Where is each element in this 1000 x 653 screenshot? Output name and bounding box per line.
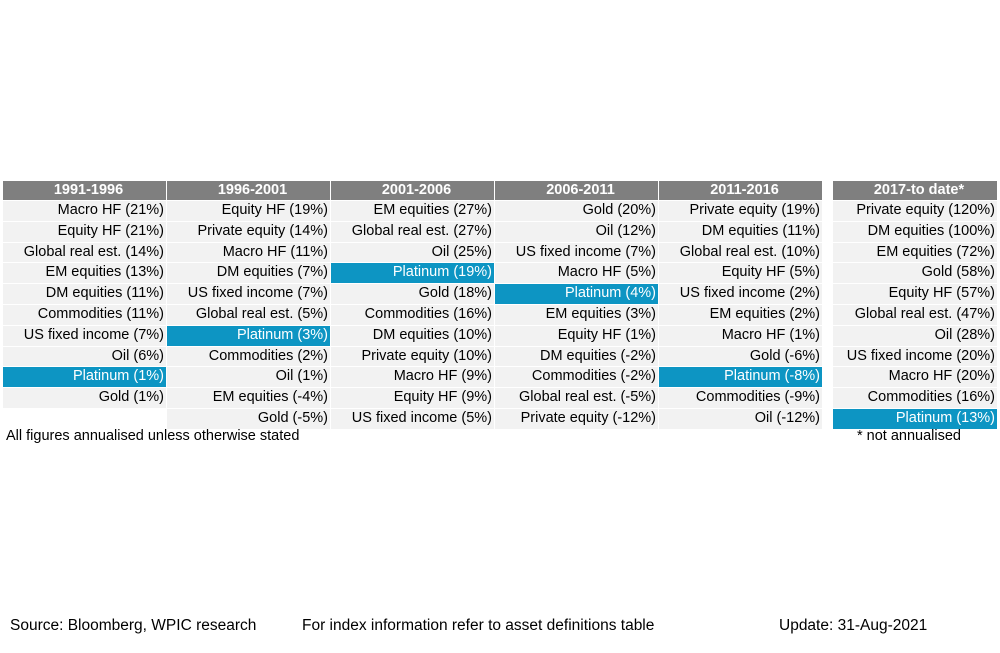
table-cell: US fixed income (7%) xyxy=(3,325,166,346)
table-cell: EM equities (-4%) xyxy=(167,388,330,408)
update-date: Update: 31-Aug-2021 xyxy=(779,617,928,634)
column-header: 1996-2001 xyxy=(167,181,330,200)
table-cell: Equity HF (1%) xyxy=(495,325,658,346)
column-header: 2017-to date* xyxy=(833,181,997,200)
table-cell: Private equity (-12%) xyxy=(495,408,658,429)
table-cell: US fixed income (20%) xyxy=(833,346,997,367)
table-cell: Commodities (-2%) xyxy=(495,367,658,388)
table-cell: Gold (-6%) xyxy=(659,346,822,367)
table-cell: Commodities (16%) xyxy=(833,388,997,408)
table-cell: Commodities (2%) xyxy=(167,346,330,367)
table-cell: US fixed income (7%) xyxy=(495,242,658,263)
table-cell: Private equity (120%) xyxy=(833,201,997,221)
table-cell: US fixed income (2%) xyxy=(659,284,822,304)
column-2: 2001-2006 EM equities (27%) Global real es… xyxy=(331,181,494,430)
table-cell: Gold (18%) xyxy=(331,284,494,304)
table-cell: Commodities (16%) xyxy=(331,304,494,325)
table-cell: Oil (25%) xyxy=(331,242,494,263)
table-cell: US fixed income (7%) xyxy=(167,284,330,304)
annualised-note: All figures annualised unless otherwise … xyxy=(6,428,300,444)
platinum-highlight-cell: Platinum (19%) xyxy=(331,263,494,284)
table-cell: Private equity (10%) xyxy=(331,346,494,367)
table-cell: Equity HF (21%) xyxy=(3,221,166,242)
table-cell: Macro HF (20%) xyxy=(833,367,997,388)
asset-returns-table: 1991-1996 Macro HF (21%) Equity HF (21%) Gl… xyxy=(3,181,997,429)
table-cell: DM equities (11%) xyxy=(659,221,822,242)
table-cell: DM equities (11%) xyxy=(3,284,166,304)
table-cell: Macro HF (21%) xyxy=(3,201,166,221)
table-cell: DM equities (100%) xyxy=(833,221,997,242)
table-cell: DM equities (10%) xyxy=(331,325,494,346)
table-cell: Private equity (19%) xyxy=(659,201,822,221)
platinum-highlight-cell: Platinum (1%) xyxy=(3,367,166,388)
table-cell: Global real est. (10%) xyxy=(659,242,822,263)
table-cell: Gold (-5%) xyxy=(167,408,330,429)
table-cell: Gold (1%) xyxy=(3,388,166,408)
table-cell: Private equity (14%) xyxy=(167,221,330,242)
table-cell: Oil (1%) xyxy=(167,367,330,388)
table-cell: DM equities (7%) xyxy=(167,263,330,284)
source-note: Source: Bloomberg, WPIC research xyxy=(10,617,257,634)
table-cell: Gold (20%) xyxy=(495,201,658,221)
table-cell: Oil (6%) xyxy=(3,346,166,367)
table-cell: US fixed income (5%) xyxy=(331,408,494,429)
table-cell: Global real est. (47%) xyxy=(833,304,997,325)
table-cell: EM equities (13%) xyxy=(3,263,166,284)
column-3: 2006-2011 Gold (20%) Oil (12%) US fixed inc… xyxy=(495,181,658,430)
table-cell: Macro HF (11%) xyxy=(167,242,330,263)
table-cell: Oil (-12%) xyxy=(659,408,822,429)
platinum-highlight-cell: Platinum (4%) xyxy=(495,284,658,304)
table-cell: Macro HF (9%) xyxy=(331,367,494,388)
platinum-highlight-cell: Platinum (3%) xyxy=(167,325,330,346)
table-cell: Commodities (-9%) xyxy=(659,388,822,408)
index-info-note: For index information refer to asset def… xyxy=(302,617,655,634)
table-cell: Equity HF (5%) xyxy=(659,263,822,284)
table-cell: Gold (58%) xyxy=(833,263,997,284)
column-header: 2006-2011 xyxy=(495,181,658,200)
table-cell: EM equities (2%) xyxy=(659,304,822,325)
column-4: 2011-2016 Private equity (19%) DM equities… xyxy=(659,181,822,430)
table-cell: Oil (12%) xyxy=(495,221,658,242)
table-cell: Macro HF (5%) xyxy=(495,263,658,284)
table-cell: Global real est. (27%) xyxy=(331,221,494,242)
table-cell: Global real est. (-5%) xyxy=(495,388,658,408)
column-1: 1996-2001 Equity HF (19%) Private equity (… xyxy=(167,181,330,430)
table-cell: Equity HF (57%) xyxy=(833,284,997,304)
table-cell: Commodities (11%) xyxy=(3,304,166,325)
table-cell: Global real est. (5%) xyxy=(167,304,330,325)
table-cell: Equity HF (19%) xyxy=(167,201,330,221)
column-header: 2001-2006 xyxy=(331,181,494,200)
platinum-highlight-cell: Platinum (-8%) xyxy=(659,367,822,388)
table-cell: EM equities (27%) xyxy=(331,201,494,221)
table-cell: Macro HF (1%) xyxy=(659,325,822,346)
column-header: 1991-1996 xyxy=(3,181,166,200)
table-cell: Oil (28%) xyxy=(833,325,997,346)
not-annualised-note: * not annualised xyxy=(857,428,961,444)
table-cell: Global real est. (14%) xyxy=(3,242,166,263)
table-cell: DM equities (-2%) xyxy=(495,346,658,367)
column-5: 2017-to date* Private equity (120%) DM equ… xyxy=(833,181,997,430)
empty-cell xyxy=(3,408,166,429)
column-0: 1991-1996 Macro HF (21%) Equity HF (21%) Gl… xyxy=(3,181,166,430)
table-cell: EM equities (3%) xyxy=(495,304,658,325)
platinum-highlight-cell: Platinum (13%) xyxy=(833,408,997,429)
column-header: 2011-2016 xyxy=(659,181,822,200)
table-cell: Equity HF (9%) xyxy=(331,388,494,408)
table-cell: EM equities (72%) xyxy=(833,242,997,263)
